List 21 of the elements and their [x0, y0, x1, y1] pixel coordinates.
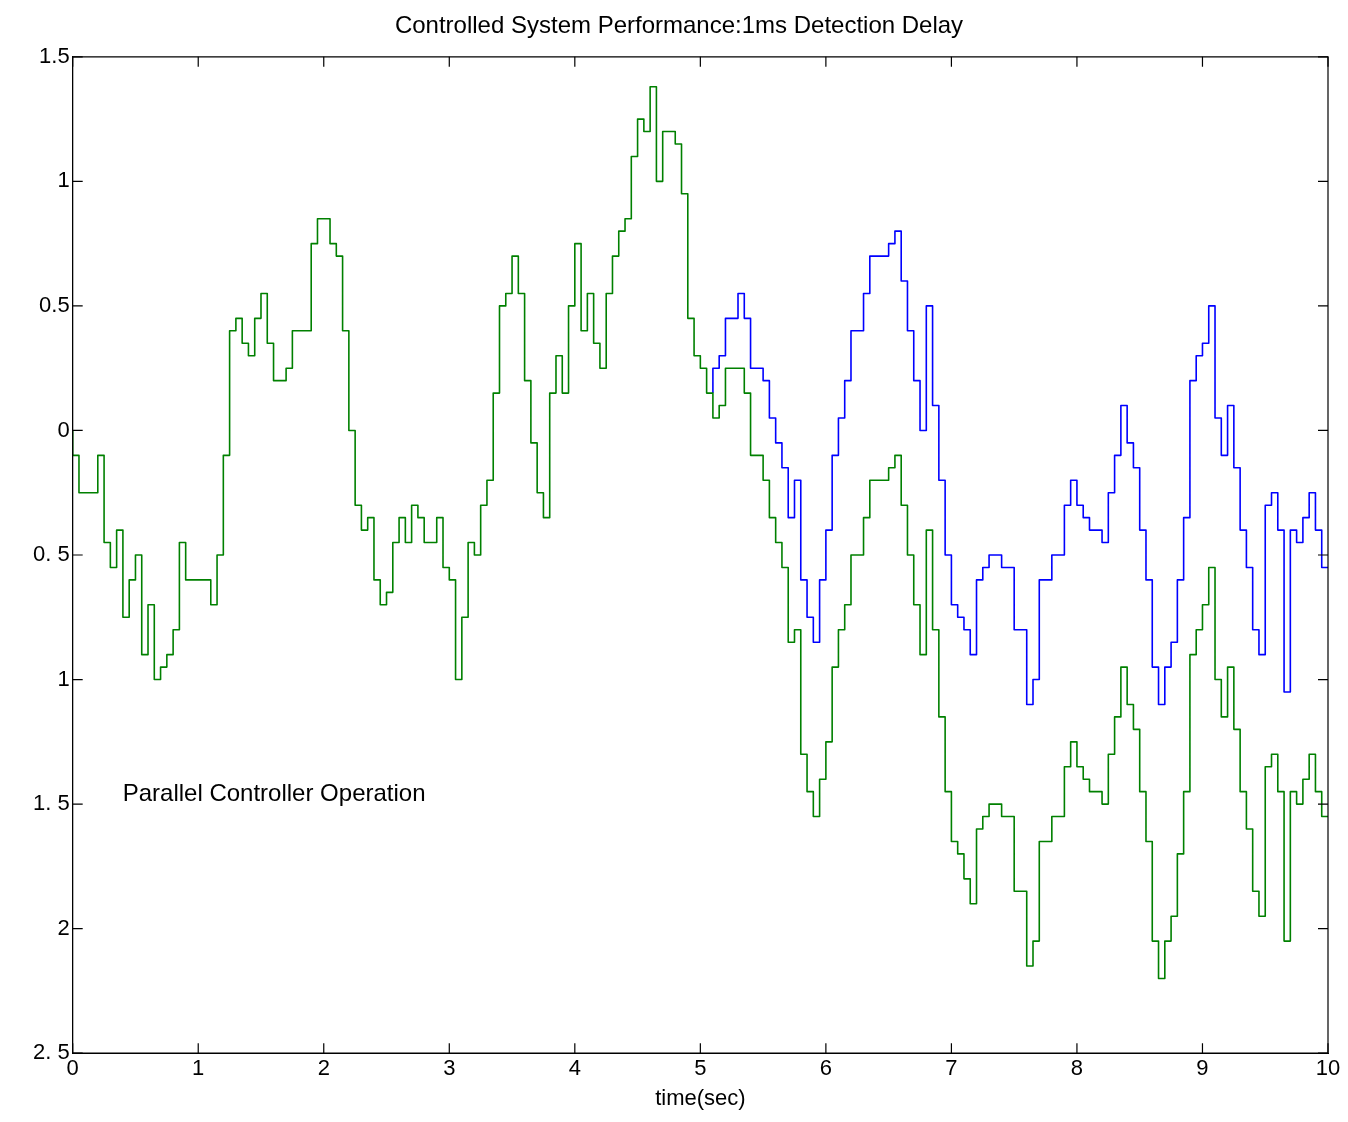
y-tick-label: 1. 5	[32, 790, 70, 816]
x-tick-label: 8	[1070, 1055, 1084, 1081]
chart-title: Controlled System Performance:1ms Detection Delay	[394, 11, 964, 39]
x-tick-label: 6	[819, 1055, 832, 1081]
x-tick-label: 10	[1315, 1055, 1341, 1081]
y-tick-label: 1	[57, 665, 70, 691]
x-axis-title: time(sec)	[655, 1084, 746, 1110]
y-tick-label: 0. 5	[32, 541, 70, 567]
x-tick-label: 5	[694, 1055, 707, 1081]
x-tick-label: 7	[945, 1055, 958, 1081]
x-tick-label: 9	[1196, 1055, 1209, 1081]
x-tick-label: 2	[317, 1055, 330, 1081]
x-tick-label: 3	[443, 1055, 456, 1081]
y-tick-label: 1	[57, 167, 70, 193]
y-tick-label: 1.5	[39, 42, 70, 68]
y-tick-label: 0	[57, 416, 70, 442]
x-tick-label: 1	[192, 1055, 205, 1081]
annotation: Parallel Controller Operation	[122, 778, 426, 806]
y-tick-label: 2	[57, 914, 70, 940]
x-tick-label: 4	[568, 1055, 581, 1081]
y-tick-label: 0.5	[39, 291, 70, 317]
